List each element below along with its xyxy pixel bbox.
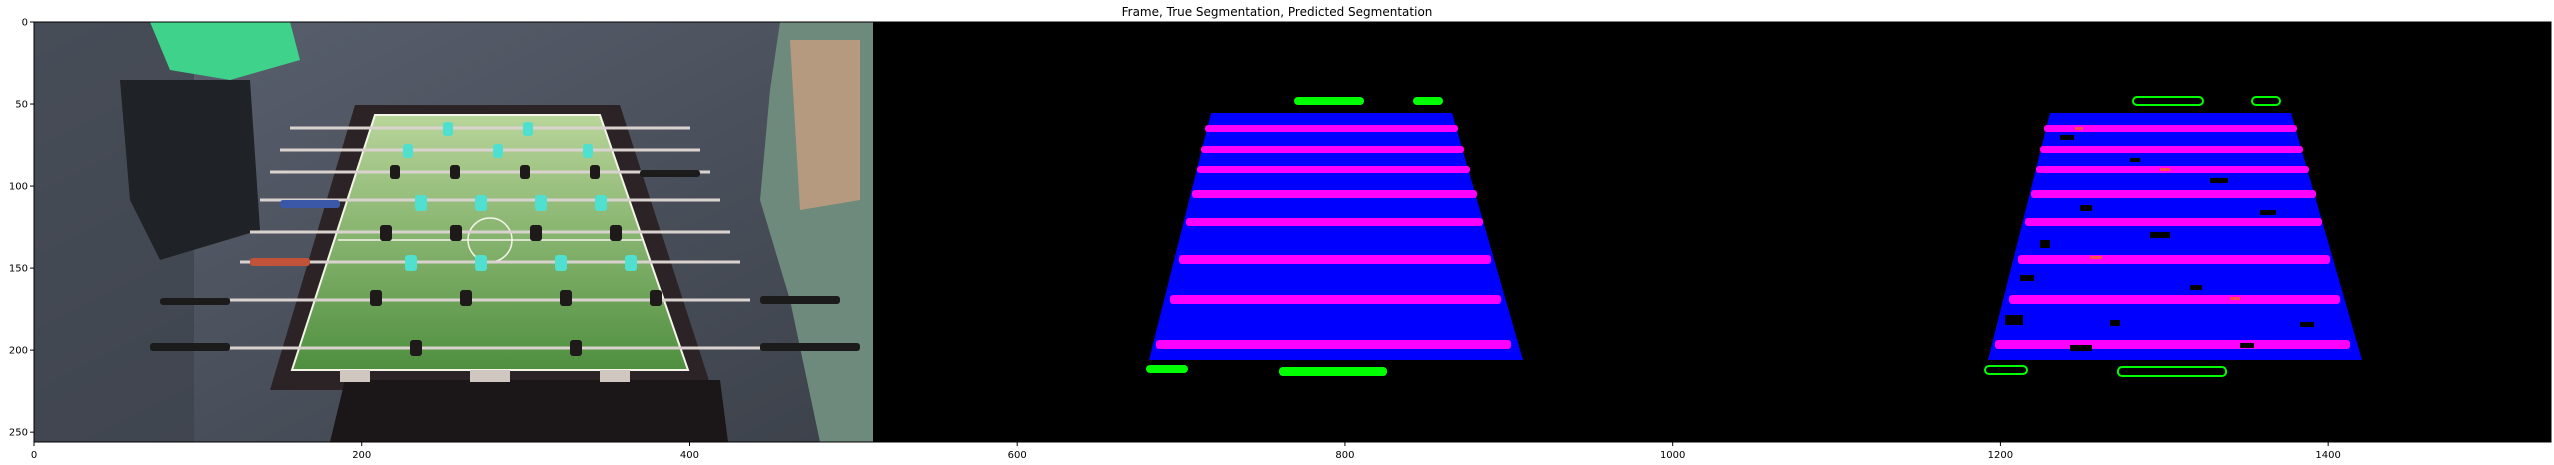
axes-frame bbox=[33, 21, 2552, 443]
x-tick-label: 400 bbox=[680, 450, 699, 461]
x-tick-label: 1200 bbox=[1988, 450, 2013, 461]
y-tick-label: 200 bbox=[9, 346, 28, 357]
true-segmentation-panel bbox=[873, 22, 1712, 442]
y-tick-label: 50 bbox=[15, 100, 28, 111]
image-area bbox=[33, 21, 2552, 443]
y-tick-label: 0 bbox=[22, 18, 28, 29]
x-tick-label: 200 bbox=[352, 450, 371, 461]
predicted-segmentation-panel bbox=[1712, 22, 2551, 442]
y-tick-label: 250 bbox=[9, 428, 28, 439]
x-tick-label: 800 bbox=[1335, 450, 1354, 461]
x-tick-label: 1400 bbox=[2315, 450, 2340, 461]
x-tick-label: 600 bbox=[1008, 450, 1027, 461]
figure-title: Frame, True Segmentation, Predicted Segm… bbox=[1121, 5, 1433, 19]
x-tick-label: 0 bbox=[31, 450, 37, 461]
x-tick-label: 1000 bbox=[1660, 450, 1685, 461]
frame-panel bbox=[34, 22, 873, 442]
x-axis: 0 200 400 600 800 1000 1200 1400 bbox=[31, 442, 2341, 461]
y-tick-label: 150 bbox=[9, 264, 28, 275]
y-tick-label: 100 bbox=[9, 182, 28, 193]
y-axis: 0 50 100 150 200 250 bbox=[9, 18, 34, 439]
